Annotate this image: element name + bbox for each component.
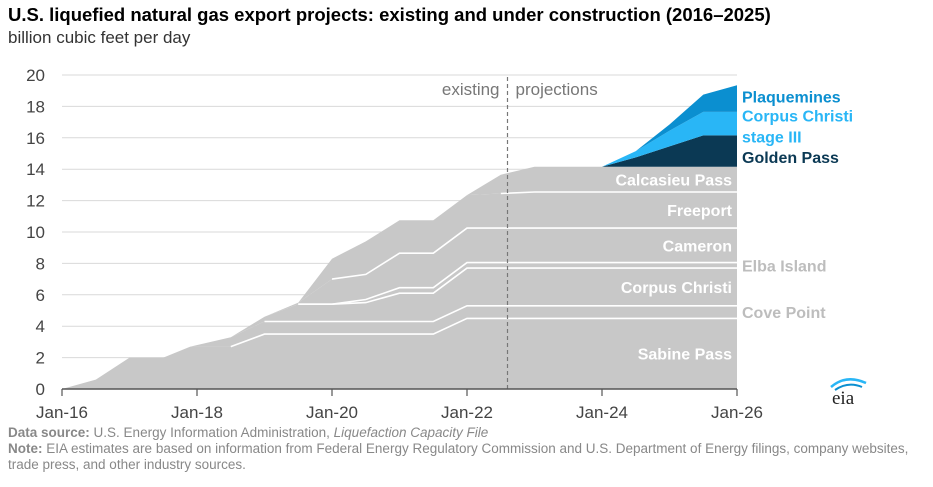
y-tick-label: 14 <box>26 160 45 179</box>
area-cameron <box>62 228 737 389</box>
source-label: Data source: <box>8 425 90 440</box>
separator-cove-point <box>264 305 737 323</box>
x-tick-label: Jan-16 <box>36 403 88 422</box>
y-tick-label: 20 <box>26 66 45 85</box>
label-cove-point: Cove Point <box>742 305 826 322</box>
y-tick-label: 18 <box>26 97 45 116</box>
separator-elba-island <box>298 261 737 305</box>
label-corpus-christi-stage-iii-2: stage III <box>742 130 802 147</box>
area-cove-point <box>62 305 737 389</box>
source-italic: Liquefaction Capacity File <box>333 425 489 440</box>
x-tick-label: Jan-22 <box>441 403 493 422</box>
label-cameron: Cameron <box>663 238 732 255</box>
label-plaquemines-0: Plaquemines <box>742 90 841 107</box>
note-line: Note: EIA estimates are based on informa… <box>8 441 923 473</box>
label-layer: existing projections Sabine Pass Corpus Chr… <box>442 80 853 364</box>
y-tick-label: 16 <box>26 129 45 148</box>
divider-label-existing: existing <box>442 80 500 99</box>
note-label: Note: <box>8 441 43 456</box>
y-tick-label: 8 <box>36 254 45 273</box>
y-tick-label: 4 <box>36 317 45 336</box>
axis-layer: 0 2 4 6 8 10 12 14 16 18 20 Jan-16 Jan-18 Jan-20 Jan-2… <box>26 66 763 422</box>
separator-corpus-christi <box>298 267 737 305</box>
y-tick-label: 10 <box>26 223 45 242</box>
area-layer <box>62 85 737 390</box>
separator-cameron <box>331 227 737 280</box>
chart-subtitle: billion cubic feet per day <box>8 28 191 47</box>
separator-freeport <box>500 191 737 195</box>
label-freeport: Freeport <box>667 203 733 220</box>
y-tick-label: 2 <box>36 349 45 368</box>
x-tick-label: Jan-24 <box>576 403 628 422</box>
label-sabine-pass: Sabine Pass <box>638 347 732 364</box>
separator-layer <box>230 77 737 389</box>
label-golden-pass-3: Golden Pass <box>742 150 839 167</box>
source-line: Data source: U.S. Energy Information Adm… <box>8 425 923 441</box>
area-sabine-pass <box>62 318 737 389</box>
divider-label-projections: projections <box>516 80 598 99</box>
chart-title: U.S. liquefied natural gas export projec… <box>8 4 771 25</box>
label-calcasieu-pass: Calcasieu Pass <box>615 172 732 189</box>
label-corpus-christi: Corpus Christi <box>621 280 732 297</box>
separator-sabine-pass <box>230 317 737 348</box>
y-tick-label: 6 <box>36 286 45 305</box>
x-tick-label: Jan-18 <box>171 403 223 422</box>
footer: Data source: U.S. Energy Information Adm… <box>8 425 923 473</box>
note-text: EIA estimates are based on information f… <box>8 441 909 472</box>
area-calcasieu-pass <box>62 166 737 389</box>
eia-logo-text: eia <box>832 388 855 408</box>
area-corpus-christi <box>62 268 737 389</box>
y-tick-label: 0 <box>36 380 45 399</box>
x-tick-label: Jan-26 <box>711 403 763 422</box>
source-text: U.S. Energy Information Administration, <box>93 425 330 440</box>
label-corpus-christi-stage-iii-1: Corpus Christi <box>742 109 853 126</box>
area-freeport <box>62 192 737 389</box>
area-corpus-christi-stage-iii <box>62 111 737 390</box>
y-tick-label: 12 <box>26 192 45 211</box>
x-tick-label: Jan-20 <box>306 403 358 422</box>
eia-logo: eia <box>826 374 872 413</box>
area-golden-pass <box>62 135 737 389</box>
label-elba-island: Elba Island <box>742 258 826 275</box>
